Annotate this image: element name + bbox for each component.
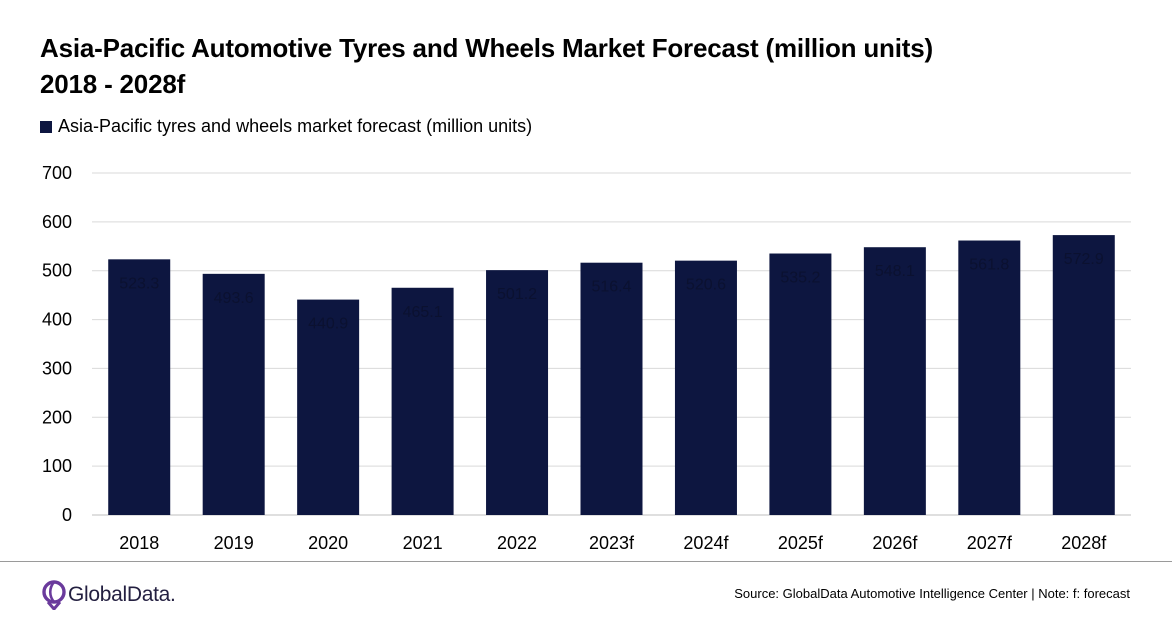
globaldata-logo-icon (42, 580, 66, 610)
logo-text: GlobalData. (68, 583, 176, 606)
data-label: 465.1 (403, 304, 443, 321)
y-tick-label: 700 (42, 163, 72, 183)
y-tick-label: 0 (62, 505, 72, 525)
chart-legend: Asia-Pacific tyres and wheels market for… (40, 116, 532, 137)
data-label: 572.9 (1064, 251, 1104, 268)
bar (674, 260, 737, 515)
data-label: 516.4 (591, 279, 631, 296)
globaldata-logo: GlobalData. (40, 580, 176, 610)
bar (958, 240, 1021, 515)
bar (108, 259, 171, 515)
bar (391, 287, 454, 515)
x-tick-label: 2023f (589, 533, 635, 553)
y-tick-label: 100 (42, 456, 72, 476)
y-tick-label: 400 (42, 310, 72, 330)
data-label: 520.6 (686, 277, 726, 294)
x-tick-label: 2018 (119, 533, 159, 553)
x-tick-label: 2026f (872, 533, 918, 553)
bar (486, 270, 549, 515)
data-label: 440.9 (308, 316, 348, 333)
y-tick-label: 500 (42, 261, 72, 281)
data-label: 561.8 (969, 257, 1009, 274)
y-tick-label: 600 (42, 212, 72, 232)
data-label: 493.6 (214, 290, 254, 307)
bar (297, 299, 360, 515)
footer-divider (0, 561, 1172, 562)
data-label: 535.2 (780, 270, 820, 287)
data-label: 548.1 (875, 263, 915, 280)
bar (769, 253, 832, 515)
y-tick-label: 300 (42, 358, 72, 378)
bar-chart: 0 100 200 300 400 500 600 700 523.3 2018 493.6 2019… (42, 163, 1131, 553)
x-tick-label: 2020 (308, 533, 348, 553)
x-tick-label: 2019 (214, 533, 254, 553)
bar (863, 247, 926, 516)
bar (580, 262, 643, 515)
y-tick-label: 200 (42, 407, 72, 427)
legend-swatch (40, 120, 52, 133)
x-tick-label: 2028f (1061, 533, 1107, 553)
chart-title: Asia-Pacific Automotive Tyres and Wheels… (40, 30, 933, 102)
chart-title-line2: 2018 - 2028f (40, 69, 186, 99)
chart-title-line1: Asia-Pacific Automotive Tyres and Wheels… (40, 33, 933, 63)
bar (1052, 235, 1115, 516)
x-tick-label: 2022 (497, 533, 537, 553)
x-tick-label: 2027f (967, 533, 1013, 553)
data-label: 523.3 (119, 275, 159, 292)
x-tick-label: 2021 (403, 533, 443, 553)
source-note: Source: GlobalData Automotive Intelligen… (734, 586, 1130, 601)
x-tick-label: 2025f (778, 533, 824, 553)
x-tick-label: 2024f (683, 533, 729, 553)
data-label: 501.2 (497, 286, 537, 303)
bar (202, 273, 265, 515)
legend-label: Asia-Pacific tyres and wheels market for… (58, 116, 533, 136)
